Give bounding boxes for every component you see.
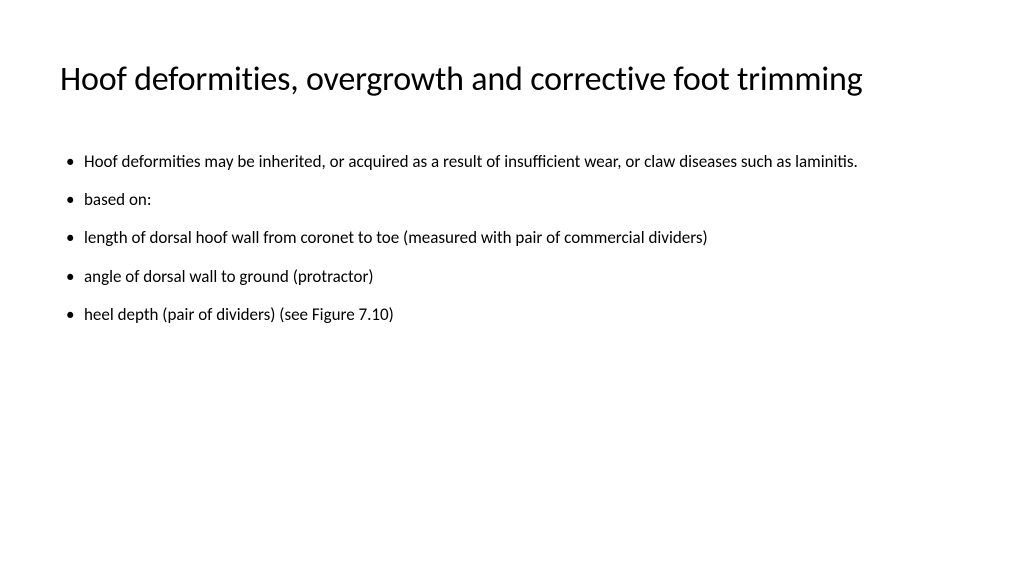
slide: Hoof deformities, overgrowth and correct…: [0, 0, 1024, 576]
list-item: angle of dorsal wall to ground (protract…: [60, 264, 964, 290]
slide-body: Hoof deformities may be inherited, or ac…: [60, 149, 964, 329]
list-item: based on:: [60, 187, 964, 213]
slide-title: Hoof deformities, overgrowth and correct…: [60, 60, 964, 101]
bullet-list: Hoof deformities may be inherited, or ac…: [60, 149, 964, 329]
list-item: Hoof deformities may be inherited, or ac…: [60, 149, 964, 175]
list-item: length of dorsal hoof wall from coronet …: [60, 225, 964, 251]
list-item: heel depth (pair of dividers) (see Figur…: [60, 302, 964, 328]
